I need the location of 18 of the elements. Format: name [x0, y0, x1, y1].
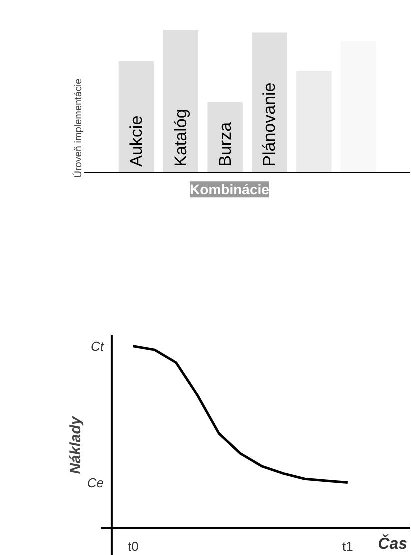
- x-tick-label: Plánovanie: [260, 82, 280, 167]
- text: Ce: [87, 475, 104, 490]
- bar: [252, 32, 288, 174]
- text: Ct: [90, 338, 106, 354]
- text: t0: [128, 538, 139, 554]
- x-tick-label: Aukcie: [126, 116, 146, 167]
- y-axis-title: Náklady: [68, 416, 84, 474]
- x-tick-label: Katalóg: [171, 109, 190, 167]
- bar: [163, 30, 198, 174]
- text: t1: [342, 538, 354, 554]
- bar: [296, 71, 332, 174]
- bar: [208, 102, 243, 174]
- bar: [340, 41, 376, 174]
- x-axis-title: Čas: [378, 534, 408, 554]
- y-axis-title: Úroveň implementácie: [72, 78, 84, 178]
- text: Kombinácie: [190, 182, 270, 198]
- bar: [118, 61, 154, 174]
- x-tick-label: Burza: [216, 122, 235, 167]
